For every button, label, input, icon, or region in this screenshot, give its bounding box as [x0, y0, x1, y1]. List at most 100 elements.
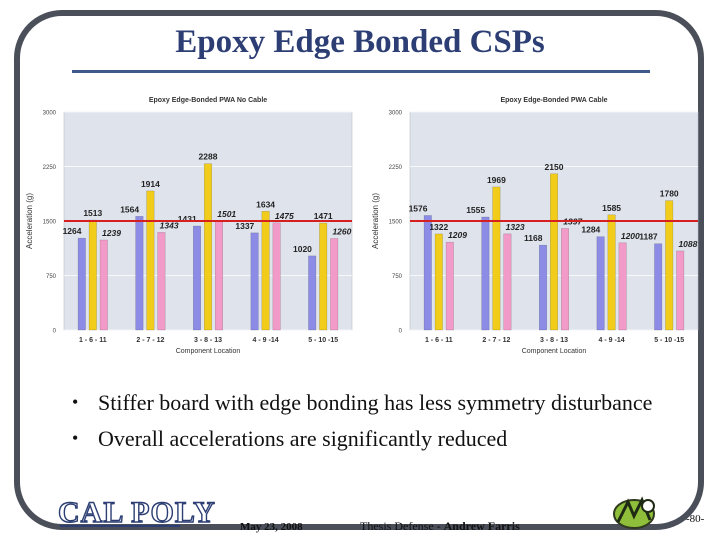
bar: [135, 216, 144, 331]
x-tick-label: 2 - 7 - 12: [136, 337, 164, 344]
data-label: 1585: [602, 203, 621, 213]
bar: [423, 215, 432, 331]
footer-presentation-label: Thesis Defense -: [360, 519, 444, 533]
data-label: 1020: [293, 244, 312, 254]
x-tick-label: 5 - 10 -15: [654, 337, 684, 344]
bar: [308, 255, 317, 331]
footer-date: May 23, 2008: [240, 521, 303, 533]
x-axis-label: Component Location: [522, 348, 587, 355]
title-underline: [72, 70, 650, 73]
bullet-item: • Overall accelerations are significantl…: [72, 424, 662, 454]
data-label: 1576: [409, 203, 428, 213]
bar: [99, 239, 108, 331]
data-label: 1209: [448, 230, 467, 240]
bullet-text: Overall accelerations are significantly …: [98, 426, 508, 451]
x-tick-label: 4 - 9 -14: [253, 337, 279, 344]
bullet-dot-icon: •: [72, 392, 79, 412]
data-label: 1187: [639, 232, 658, 242]
data-label: 1239: [102, 228, 121, 238]
footer-author: Andrew Farris: [443, 519, 520, 533]
footer-presentation: Thesis Defense - Andrew Farris: [360, 519, 520, 534]
data-label: 1780: [660, 189, 679, 199]
data-label: 1969: [487, 175, 506, 185]
bar: [193, 225, 201, 331]
bar: [445, 241, 454, 331]
bullet-list: • Stiffer board with edge bonding has le…: [72, 388, 662, 460]
bar: [492, 186, 501, 331]
data-label: 1914: [141, 179, 160, 189]
y-tick-label: 2250: [389, 165, 403, 171]
bar: [561, 228, 569, 331]
x-tick-label: 3 - 8 - 13: [540, 337, 568, 344]
bar: [503, 233, 512, 331]
data-label: 1264: [63, 226, 82, 236]
data-label: 1501: [217, 209, 236, 219]
chart-no-cable: Epoxy Edge-Bonded PWA No Cable 0 750 1500 22…: [20, 90, 365, 365]
bar: [654, 243, 663, 331]
bullet-item: • Stiffer board with edge bonding has le…: [72, 388, 662, 418]
bar: [261, 211, 270, 331]
chart-no-cable-svg: Epoxy Edge-Bonded PWA No Cable 0 750 1500 22…: [25, 97, 353, 355]
x-tick-label: 4 - 9 -14: [599, 337, 625, 344]
chart-title: Epoxy Edge-Bonded PWA Cable: [500, 97, 607, 104]
data-label: 1322: [429, 222, 448, 232]
x-axis-label: Component Location: [176, 348, 241, 355]
bar: [665, 200, 674, 331]
chart-title: Epoxy Edge-Bonded PWA No Cable: [149, 97, 267, 104]
bar: [146, 190, 155, 331]
data-label: 1260: [332, 226, 351, 236]
y-tick-label: 3000: [43, 111, 57, 117]
bar: [272, 222, 281, 331]
data-label: 1343: [160, 220, 179, 230]
bar: [481, 216, 490, 331]
slide-title: Epoxy Edge Bonded CSPs: [175, 24, 545, 60]
data-label: 1168: [524, 233, 543, 243]
data-label: 1555: [466, 205, 485, 215]
data-label: 1564: [120, 204, 139, 214]
y-tick-label: 3000: [389, 111, 403, 117]
logo-underline: [60, 525, 180, 527]
bullet-dot-icon: •: [72, 428, 79, 448]
y-tick-label: 0: [53, 329, 57, 335]
page-number: -80-: [686, 513, 705, 525]
data-label: 2150: [545, 162, 564, 172]
bar: [434, 233, 443, 331]
chart-cable-svg: Epoxy Edge-Bonded PWA Cable 0 750 1500 2250 3…: [371, 97, 699, 355]
bar: [676, 250, 685, 331]
bar: [618, 242, 627, 331]
data-label: 1323: [506, 222, 525, 232]
bar: [204, 163, 212, 331]
data-label: 1088: [678, 239, 697, 249]
data-label: 1475: [275, 211, 294, 221]
bar: [550, 173, 558, 331]
data-label: 1513: [83, 208, 102, 218]
data-label: 1200: [621, 231, 640, 241]
bullet-text: Stiffer board with edge bonding has less…: [98, 390, 653, 415]
data-label: 1634: [256, 199, 275, 209]
data-label: 1431: [178, 214, 197, 224]
bar: [596, 236, 605, 331]
bar: [319, 222, 328, 331]
bar: [77, 237, 86, 331]
mustang-emblem-icon: [613, 496, 655, 529]
data-label: 1284: [581, 225, 600, 235]
y-tick-label: 1500: [43, 220, 57, 226]
bar: [607, 214, 616, 331]
y-tick-label: 1500: [389, 220, 403, 226]
data-label: 1337: [235, 221, 254, 231]
y-tick-label: 2250: [43, 165, 57, 171]
y-axis-label: Acceleration (g): [25, 193, 34, 249]
bar: [88, 219, 97, 331]
bar: [157, 232, 166, 331]
x-tick-label: 1 - 6 - 11: [425, 337, 453, 344]
data-label: 2288: [199, 152, 218, 162]
y-tick-label: 750: [46, 274, 57, 280]
bar: [539, 244, 547, 331]
data-label: 1471: [314, 211, 333, 221]
y-axis-label: Acceleration (g): [371, 193, 380, 249]
y-tick-label: 750: [392, 274, 403, 280]
x-tick-label: 5 - 10 -15: [308, 337, 338, 344]
x-tick-label: 2 - 7 - 12: [482, 337, 510, 344]
y-tick-label: 0: [399, 329, 403, 335]
x-tick-label: 1 - 6 - 11: [79, 337, 107, 344]
